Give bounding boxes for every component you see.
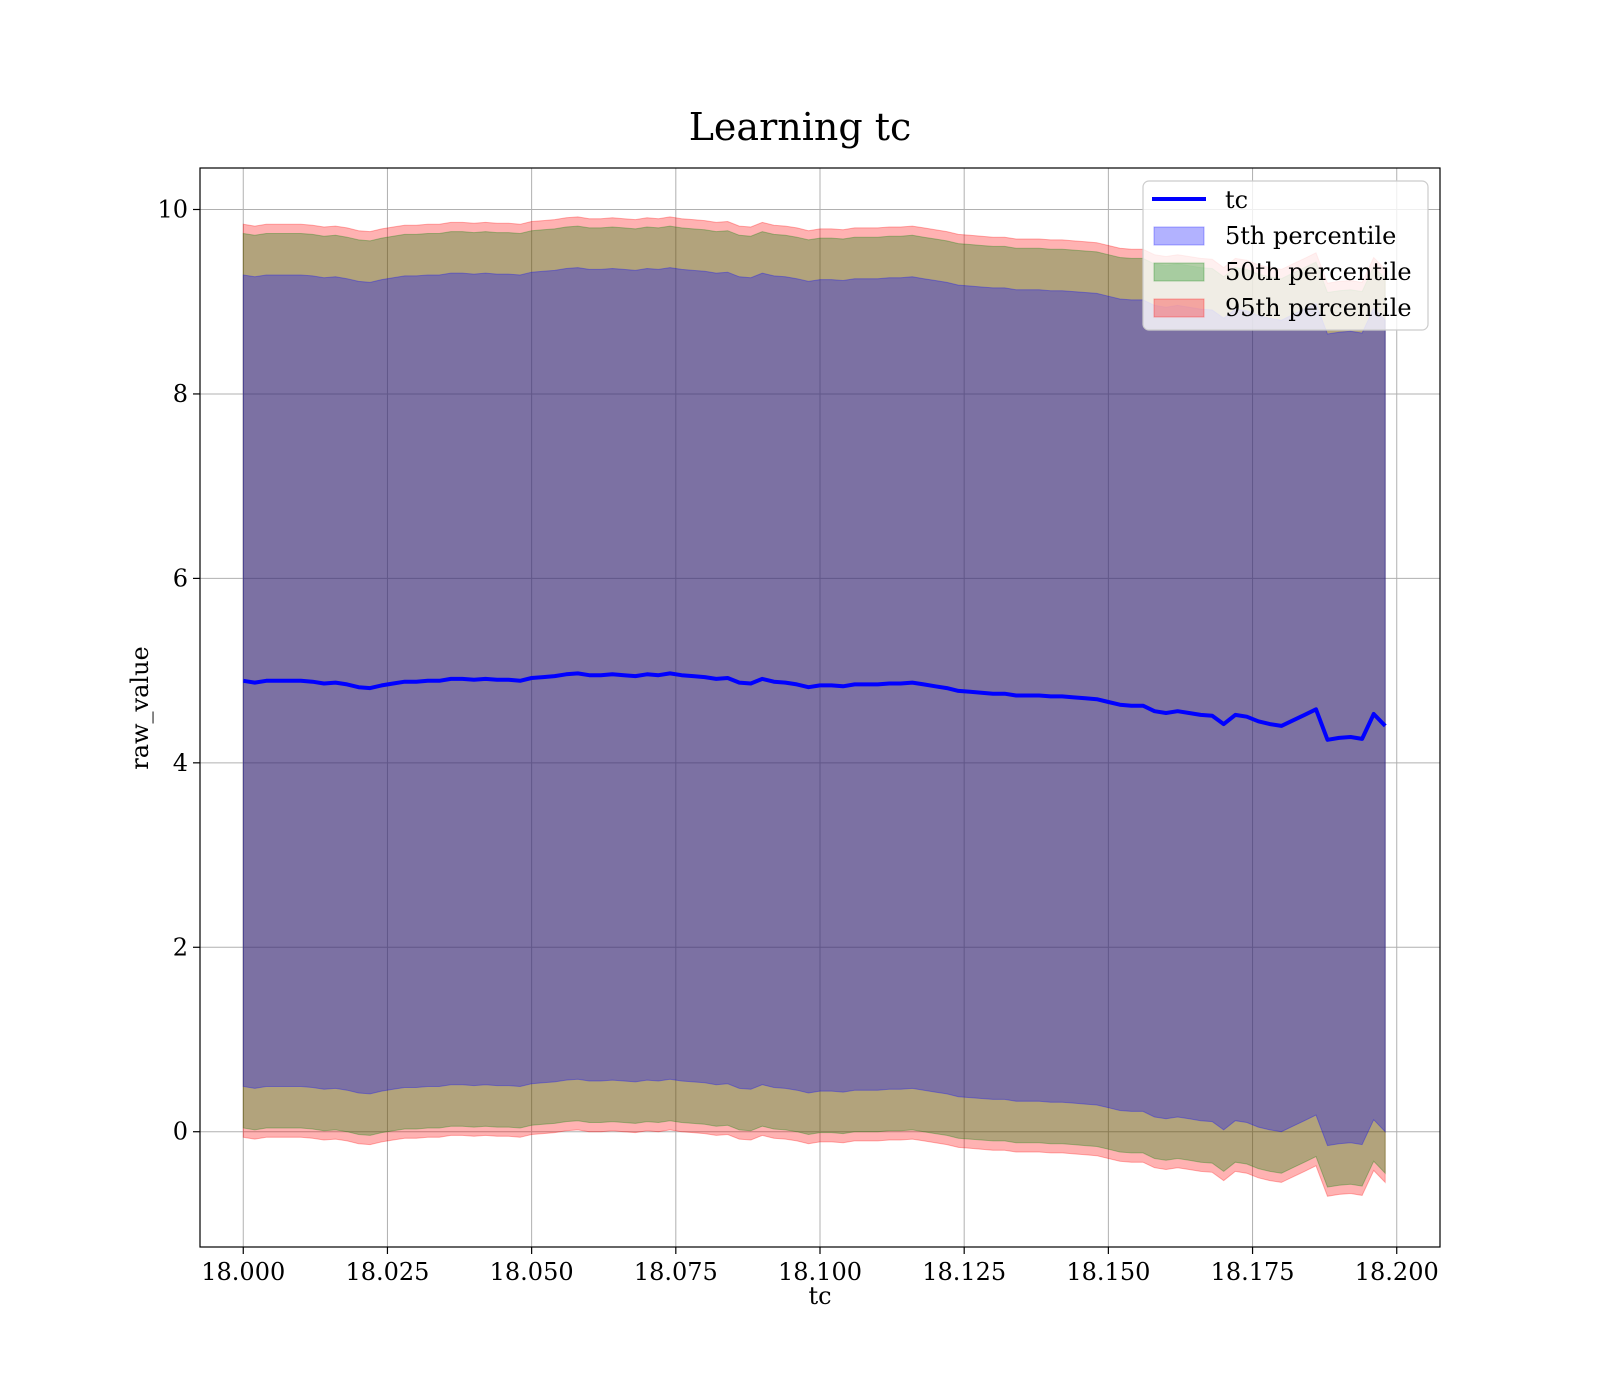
x-tick-label: 18.175 xyxy=(1211,1258,1295,1286)
x-tick-label: 18.050 xyxy=(490,1258,574,1286)
band-50th-percentile xyxy=(242,225,1386,1188)
y-tick-label: 2 xyxy=(173,933,188,961)
band-5th-percentile xyxy=(242,267,1386,1147)
x-tick-label: 18.200 xyxy=(1355,1258,1439,1286)
y-axis-label: raw_value xyxy=(126,646,154,770)
legend-box xyxy=(1142,180,1429,331)
x-tick-label: 18.150 xyxy=(1066,1258,1150,1286)
legend-label-95th: 95th percentile xyxy=(1225,294,1412,322)
legend-swatch-5th xyxy=(1153,226,1205,246)
x-tick-label: 18.075 xyxy=(634,1258,718,1286)
legend: tc 5th percentile 50th percentile 95th p… xyxy=(1142,180,1429,331)
legend-label-50th: 50th percentile xyxy=(1225,258,1412,286)
x-tick-label: 18.000 xyxy=(201,1258,285,1286)
x-tick-label: 18.025 xyxy=(345,1258,429,1286)
percentile-bands xyxy=(242,216,1386,1197)
tc-line xyxy=(242,671,1387,742)
tc-line-layer xyxy=(242,671,1387,742)
legend-label-5th: 5th percentile xyxy=(1225,222,1396,250)
y-tick-label: 8 xyxy=(173,380,188,408)
y-axis-ticks: 0 2 4 6 8 10 xyxy=(157,196,200,1146)
legend-swatch-95th xyxy=(1153,298,1205,318)
x-tick-label: 18.100 xyxy=(778,1258,862,1286)
y-tick-label: 4 xyxy=(173,749,188,777)
x-axis-label: tc xyxy=(808,1282,831,1310)
chart-title: Learning tc xyxy=(689,105,912,149)
grid xyxy=(200,168,1440,1247)
y-tick-label: 6 xyxy=(173,564,188,592)
plot-area xyxy=(199,167,1441,1248)
x-tick-label: 18.125 xyxy=(922,1258,1006,1286)
legend-label-tc: tc xyxy=(1225,186,1248,214)
y-tick-label: 10 xyxy=(157,196,188,224)
band-95th-percentile xyxy=(242,216,1386,1197)
x-axis-ticks: 18.000 18.025 18.050 18.075 18.100 18.125 18.1… xyxy=(201,1247,1439,1286)
y-tick-label: 0 xyxy=(173,1118,188,1146)
legend-swatch-50th xyxy=(1153,262,1205,282)
